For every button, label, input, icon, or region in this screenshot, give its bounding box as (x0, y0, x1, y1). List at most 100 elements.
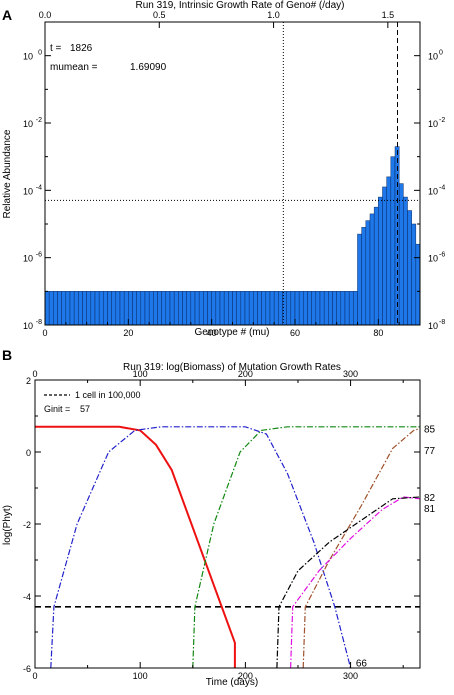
legend-ginit-value: 57 (80, 404, 90, 414)
x-tick-label: 40 (207, 328, 217, 338)
y-tick-label-left: 10 (23, 119, 33, 129)
bar-genotype-40 (211, 291, 217, 326)
bar-genotype-88 (411, 223, 417, 326)
bar-genotype-61 (298, 291, 304, 326)
y-tick-label: -4 (23, 592, 31, 602)
bar-genotype-35 (190, 291, 196, 326)
bar-genotype-30 (169, 291, 175, 326)
top-tick-label: 0.5 (153, 10, 166, 20)
series-line-57 (35, 425, 236, 668)
x-tick-label: 100 (133, 671, 148, 681)
bar-genotype-52 (261, 291, 267, 326)
chart-a-xlabel: Genotype # (mu) (194, 327, 269, 338)
bar-genotype-41 (215, 291, 221, 326)
bar-genotype-16 (111, 291, 117, 326)
bar-genotype-11 (90, 291, 96, 326)
bar-genotype-21 (132, 291, 137, 326)
y-tick-exponent-left: -6 (36, 252, 42, 259)
bar-genotype-24 (144, 291, 150, 326)
bar-genotype-74 (353, 291, 358, 326)
bar-genotype-18 (119, 291, 125, 326)
x-tick-label: 200 (238, 671, 253, 681)
y-tick-exponent-right: -2 (439, 117, 445, 124)
bar-genotype-56 (278, 291, 283, 326)
bar-genotype-45 (232, 291, 237, 326)
y-tick-label-left: 10 (23, 52, 33, 62)
bar-genotype-39 (207, 291, 212, 326)
series-line-81 (276, 496, 421, 669)
bar-genotype-67 (323, 291, 329, 326)
bar-genotype-0 (44, 291, 50, 326)
chart-b-ylabel: log(Phyt) (2, 505, 13, 545)
bar-genotype-83 (390, 156, 396, 326)
bar-genotype-13 (98, 291, 104, 326)
bar-genotype-59 (290, 291, 296, 326)
bar-genotype-51 (257, 291, 262, 326)
bar-genotype-69 (332, 291, 337, 326)
series-line-82 (290, 496, 421, 669)
bar-genotype-75 (357, 233, 362, 326)
bar-genotype-28 (161, 291, 167, 326)
bar-genotype-82 (386, 176, 392, 326)
bar-genotype-77 (365, 220, 371, 326)
bar-genotype-6 (69, 291, 75, 326)
bar-genotype-36 (194, 291, 200, 326)
top-tick-label: 1.5 (382, 10, 395, 20)
bar-genotype-9 (82, 291, 87, 326)
series-label-66: 66 (356, 659, 368, 670)
y-tick-label: 2 (26, 376, 31, 386)
bar-genotype-81 (382, 186, 387, 326)
bar-genotype-4 (61, 291, 67, 326)
bar-genotype-2 (53, 291, 58, 326)
x-tick-label: 0 (42, 328, 47, 338)
y-tick-label-right: 10 (428, 254, 438, 264)
legend-ginit-label: Ginit = (44, 404, 70, 414)
bar-genotype-1 (48, 291, 54, 326)
bar-genotype-34 (186, 291, 192, 326)
bar-genotype-43 (223, 291, 229, 326)
bar-genotype-33 (182, 291, 187, 326)
bar-genotype-86 (403, 196, 408, 326)
bar-genotype-53 (265, 291, 271, 326)
bar-genotype-15 (107, 291, 112, 326)
bar-genotype-23 (140, 291, 146, 326)
y-tick-exponent-right: -8 (439, 319, 445, 326)
bar-genotype-37 (198, 291, 204, 326)
bar-genotype-78 (369, 213, 375, 326)
series-label-77: 77 (424, 446, 436, 457)
top-tick-label: 100 (133, 369, 148, 379)
bar-genotype-72 (344, 291, 350, 326)
bar-genotype-3 (57, 291, 62, 326)
y-tick-exponent-left: 0 (38, 50, 42, 57)
bar-genotype-54 (269, 291, 275, 326)
bar-genotype-71 (340, 291, 346, 326)
x-tick-label: 80 (373, 328, 383, 338)
series-label-85: 85 (424, 425, 436, 436)
bar-genotype-22 (136, 291, 142, 326)
bar-genotype-89 (415, 243, 421, 326)
bar-genotype-31 (173, 291, 179, 326)
y-tick-exponent-left: -4 (36, 184, 42, 191)
x-tick-label: 0 (32, 671, 37, 681)
chart-b-title: Run 319: log(Biomass) of Mutation Growth… (123, 362, 341, 373)
bar-genotype-85 (398, 183, 404, 326)
bar-genotype-27 (157, 291, 162, 326)
top-tick-label: 300 (343, 369, 358, 379)
bar-genotype-7 (73, 291, 79, 326)
bar-genotype-14 (103, 291, 108, 326)
top-tick-label: 200 (238, 369, 253, 379)
bar-genotype-80 (378, 196, 383, 326)
annotation-mumean-label: mumean = (50, 62, 98, 73)
bar-genotype-48 (244, 291, 250, 326)
y-tick-label-left: 10 (23, 186, 33, 196)
bar-genotype-68 (328, 291, 333, 326)
bar-genotype-58 (286, 291, 292, 326)
bar-genotype-73 (348, 291, 354, 326)
panel-label-a: A (2, 7, 12, 23)
x-tick-label: 20 (123, 328, 133, 338)
series-line-85 (302, 428, 421, 669)
